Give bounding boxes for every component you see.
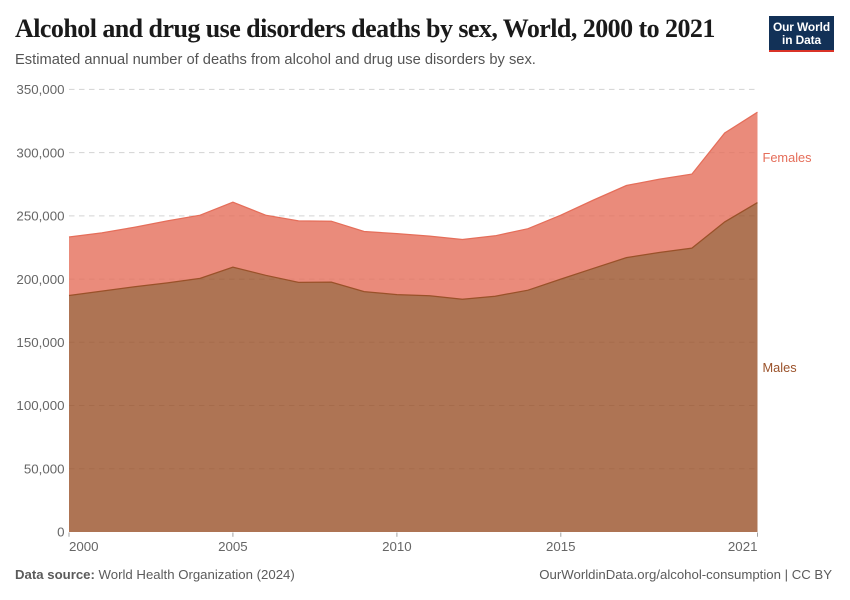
svg-text:2021: 2021 [728,539,758,554]
svg-text:Males: Males [763,360,797,375]
svg-text:200,000: 200,000 [16,272,64,287]
svg-text:100,000: 100,000 [16,398,64,413]
svg-text:2015: 2015 [546,539,576,554]
svg-text:350,000: 350,000 [16,82,64,97]
svg-text:150,000: 150,000 [16,335,64,350]
svg-text:50,000: 50,000 [24,462,65,477]
svg-text:2005: 2005 [218,539,248,554]
svg-text:2000: 2000 [69,539,99,554]
svg-text:250,000: 250,000 [16,209,64,224]
svg-text:300,000: 300,000 [16,145,64,160]
svg-text:0: 0 [57,525,64,540]
svg-text:Females: Females [763,150,812,165]
svg-text:2010: 2010 [382,539,412,554]
